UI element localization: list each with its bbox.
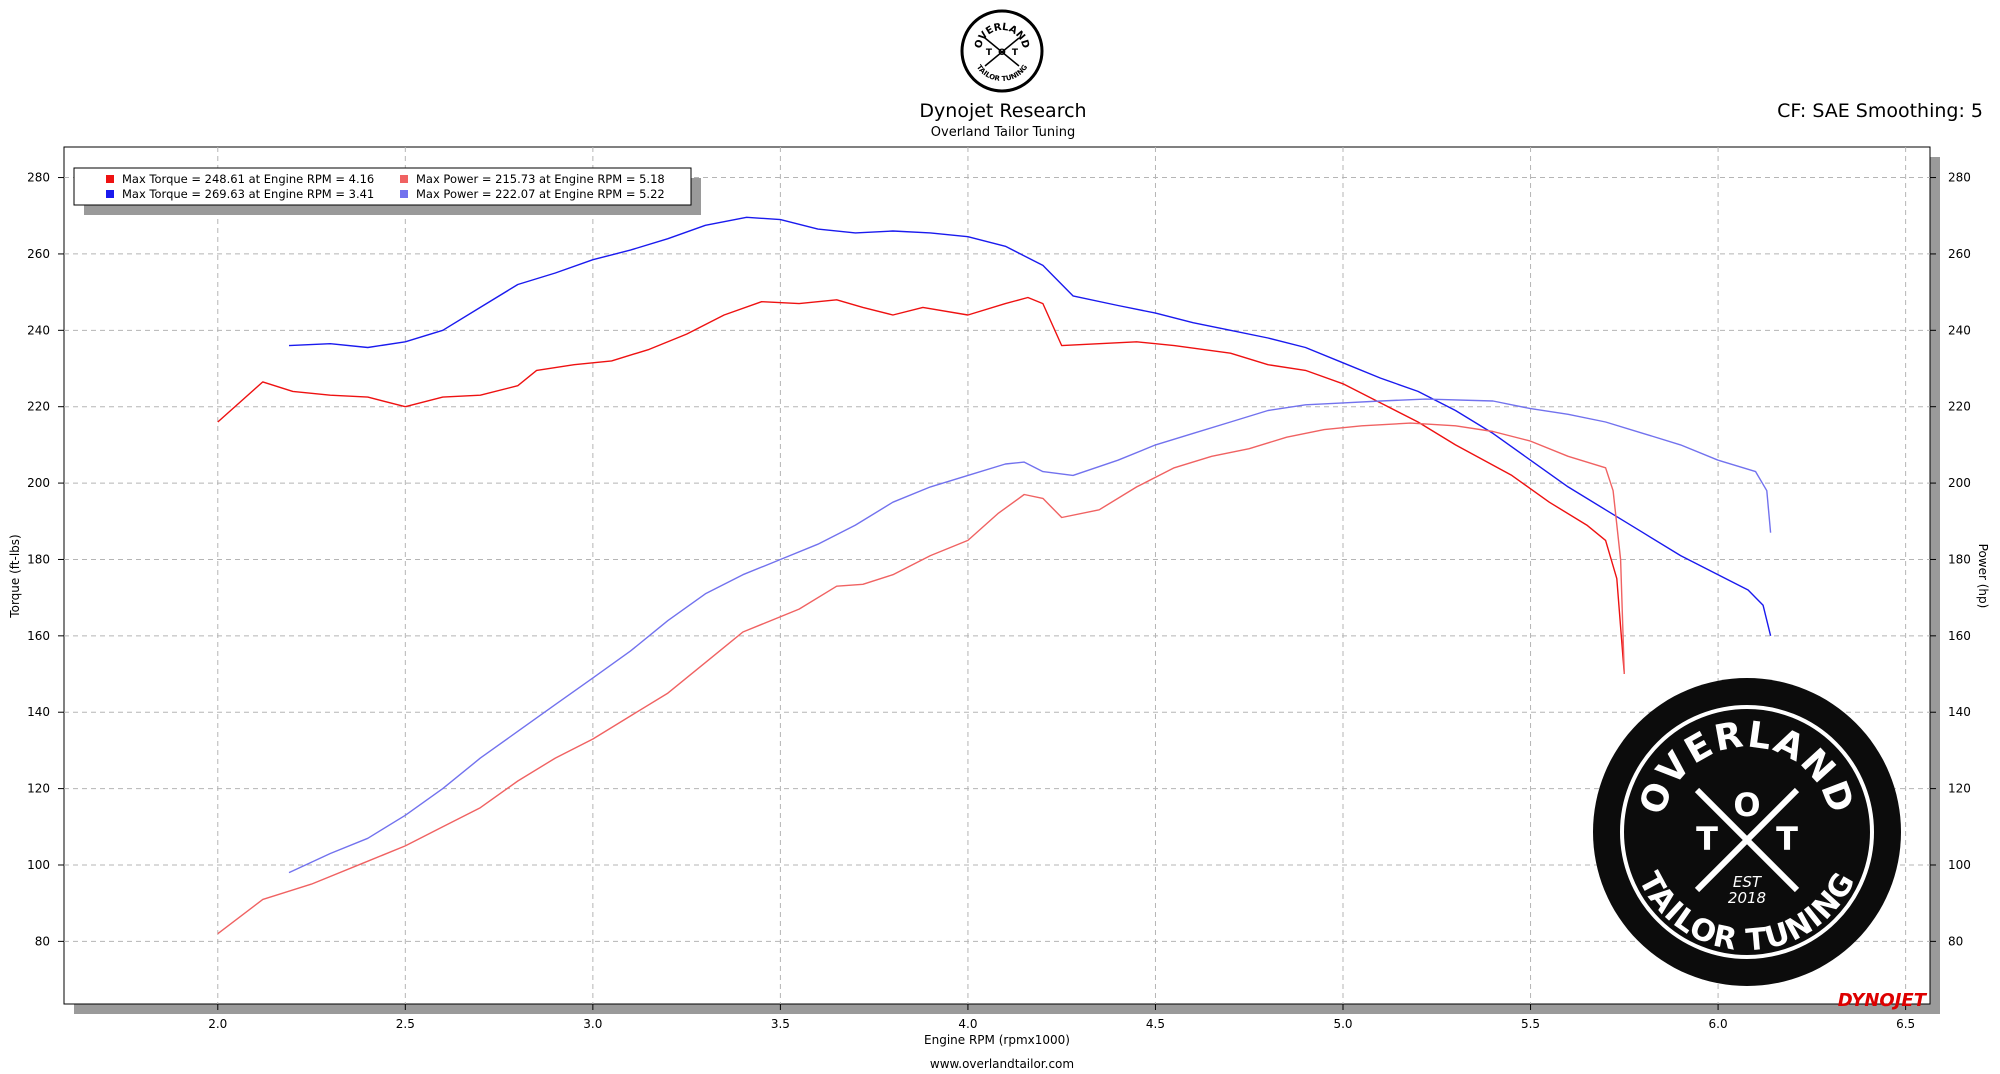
lines — [217, 216, 1772, 935]
footer-url: www.overlandtailor.com — [930, 1057, 1074, 1070]
logo-cross — [984, 37, 1020, 67]
y2-tick-label: 80 — [1948, 934, 1963, 948]
chart-title: Dynojet Research — [919, 100, 1086, 122]
logo-letter: T — [1012, 48, 1019, 58]
legend-swatch — [400, 190, 408, 198]
y2-tick-label: 280 — [1948, 171, 1971, 185]
y2-tick-label: 160 — [1948, 629, 1971, 643]
y2-tick-label: 240 — [1948, 323, 1971, 337]
x-tick-label: 4.0 — [958, 1017, 977, 1031]
x-tick-label: 2.5 — [396, 1017, 415, 1031]
legend-swatch — [106, 190, 114, 198]
y2-tick-label: 200 — [1948, 476, 1971, 490]
x-tick-label: 3.5 — [771, 1017, 790, 1031]
corner-note: CF: SAE Smoothing: 5 — [1777, 100, 1983, 122]
x-tick-label: 6.0 — [1709, 1017, 1728, 1031]
chart-subtitle: Overland Tailor Tuning — [931, 125, 1075, 140]
legend: Max Torque = 248.61 at Engine RPM = 4.16… — [106, 172, 665, 201]
x-tick-label: 5.5 — [1521, 1017, 1540, 1031]
logo-year: 2018 — [1728, 889, 1766, 907]
y2-tick-label: 120 — [1948, 782, 1971, 796]
x-tick-label: 6.5 — [1896, 1017, 1915, 1031]
top-logo: OVERLAND TAILOR TUNING T O T — [960, 9, 1044, 93]
logo-letter: O — [998, 48, 1006, 58]
y-tick-label: 280 — [27, 171, 50, 185]
x-tick-label: 2.0 — [208, 1017, 227, 1031]
legend-box — [73, 167, 692, 206]
x-tick-label: 5.0 — [1333, 1017, 1352, 1031]
y2-tick-label: 100 — [1948, 858, 1971, 872]
legend-label: Max Power = 215.73 at Engine RPM = 5.18 — [416, 172, 665, 186]
y-tick-label: 200 — [27, 476, 50, 490]
y-tick-label: 180 — [27, 552, 50, 566]
y2-tick-label: 220 — [1948, 400, 1971, 414]
y-tick-label: 240 — [27, 323, 50, 337]
y2-tick-label: 260 — [1948, 247, 1971, 261]
y-tick-label: 260 — [27, 247, 50, 261]
legend-label: Max Power = 222.07 at Engine RPM = 5.22 — [416, 187, 665, 201]
logo-disc — [1593, 678, 1901, 986]
logo-letter: T — [1776, 820, 1798, 858]
y2-axis-title: Power (hp) — [1976, 544, 1990, 609]
y-tick-label: 220 — [27, 400, 50, 414]
x-tick-label: 4.5 — [1146, 1017, 1165, 1031]
series-line — [288, 216, 1772, 636]
y-tick-label: 120 — [27, 782, 50, 796]
logo-letter: T — [1696, 820, 1718, 858]
legend-label: Max Torque = 269.63 at Engine RPM = 3.41 — [122, 187, 374, 201]
series-line — [217, 422, 1625, 935]
logo-cross — [1694, 787, 1800, 893]
x-axis-title: Engine RPM (rpmx1000) — [924, 1033, 1070, 1047]
y-tick-label: 140 — [27, 705, 50, 719]
brand-mark: DYNOJET — [1838, 990, 1928, 1011]
y-tick-label: 160 — [27, 629, 50, 643]
watermark-logo: OVERLAND TAILOR TUNING T O T EST 2018 — [1593, 678, 1901, 986]
logo-ring — [1620, 705, 1874, 959]
logo-est: EST — [1733, 873, 1763, 891]
y-axis-title: Torque (ft-lbs) — [8, 534, 22, 618]
y2-tick-label: 180 — [1948, 552, 1971, 566]
y-tick-label: 100 — [27, 858, 50, 872]
y2-tick-label: 140 — [1948, 705, 1971, 719]
x-tick-label: 3.0 — [583, 1017, 602, 1031]
legend-swatch — [400, 175, 408, 183]
legend-swatch — [106, 175, 114, 183]
logo-letter: T — [986, 48, 993, 58]
logo-letter: O — [1733, 786, 1760, 824]
series-line — [217, 296, 1625, 675]
y-tick-label: 80 — [35, 934, 50, 948]
logo-ring — [960, 9, 1044, 93]
series-line — [288, 398, 1772, 874]
legend-label: Max Torque = 248.61 at Engine RPM = 4.16 — [122, 172, 374, 186]
